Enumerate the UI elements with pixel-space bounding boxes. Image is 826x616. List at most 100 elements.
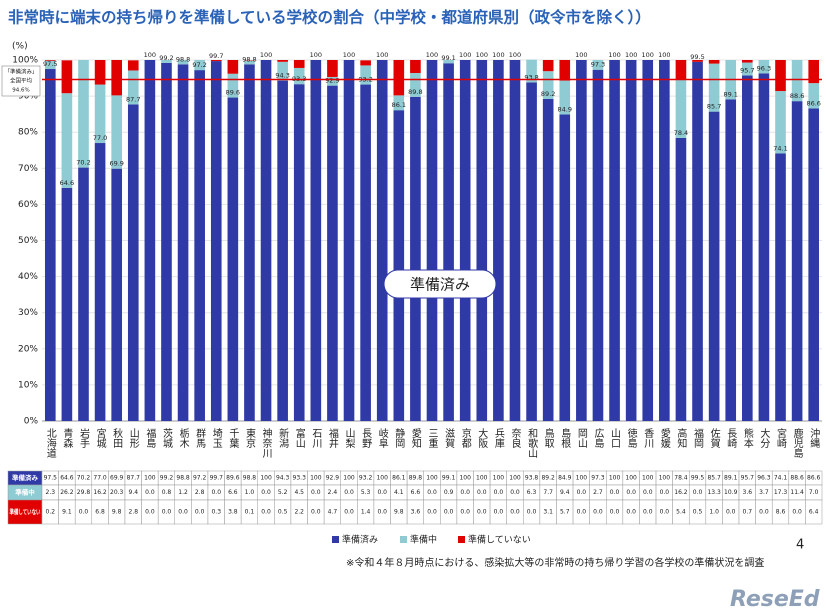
table-value: 0.7 [743,509,753,516]
table-value: 9.4 [560,489,570,496]
data-label: 100 [376,51,388,59]
data-label: 100 [642,51,654,59]
table-value: 0.8 [162,489,172,496]
x-tick-label: 宮崎 [775,427,787,448]
data-label: 70.2 [76,159,90,167]
x-tick-label: 岐阜 [376,427,388,449]
table-value: 0.0 [626,509,636,516]
bar-segment [277,80,288,422]
data-label: 85.7 [707,103,721,111]
table-value: 0.0 [477,509,487,516]
table-value: 0.0 [195,509,205,516]
x-tick-label: 大分 [758,427,770,449]
bar-segment [410,96,421,422]
data-label: 99.5 [690,53,704,61]
table-value: 0.2 [46,509,56,516]
bar-segment [78,167,89,421]
page-number: 4 [796,538,804,553]
x-tick-label: 佐賀 [708,428,720,449]
y-tick-label: 10% [18,380,38,390]
bar-segment [775,60,786,92]
bar-segment [426,60,438,421]
table-value: 88.6 [790,475,804,482]
bar-segment [127,104,139,421]
x-tick-label: 山梨 [343,428,355,449]
table-value: 0.0 [510,489,520,496]
bar-segment [111,60,122,96]
table-value: 99.2 [160,475,174,482]
table-value: 0.5 [278,509,288,516]
annotation: 準備済み [410,276,470,294]
table-value: 0.0 [726,509,736,516]
data-label: 94.3 [275,72,289,80]
x-tick-label: 北海道 [44,428,56,458]
legend-swatch [332,536,339,543]
reference-text: 全国平均 [10,77,33,85]
table-value: 5.2 [278,489,288,496]
data-label: 97.3 [591,61,605,69]
table-value: 0.0 [626,489,636,496]
y-tick-label: 30% [18,308,38,318]
table-value: 3.6 [411,509,421,516]
x-tick-label: 香川 [642,428,654,448]
data-label: 99.1 [441,54,455,62]
x-tick-label: 島根 [559,427,571,449]
bar-segment [791,101,803,422]
bar-segment [293,84,305,421]
bar-segment [393,95,405,111]
bar-segment [526,82,537,421]
table-value: 0.0 [460,489,470,496]
bar-segment [708,111,720,422]
table-value: 8.6 [776,509,786,516]
bar-segment [725,99,737,421]
table-value: 77.0 [93,475,107,482]
x-tick-label: 静岡 [393,427,405,449]
bar-segment [360,65,371,85]
bar-segment [775,91,786,154]
x-tick-label: 茨城 [160,427,172,449]
bar-segment [244,64,255,421]
x-tick-label: 愛知 [409,427,421,448]
table-value: 87.7 [127,475,141,482]
reference-text: 「準備済み」 [4,68,37,76]
table-value: 13.3 [707,489,721,496]
table-value: 0.0 [162,509,172,516]
data-label: 98.8 [176,55,190,63]
table-value: 7.7 [543,489,553,496]
bar-segment [144,60,156,421]
bar-segment [360,60,371,66]
bar-segment [808,108,820,422]
table-value: 89.1 [724,475,738,482]
bar-segment [443,60,454,64]
x-tick-label: 岡山 [575,428,587,448]
table-value: 100 [476,475,488,482]
table-value: 100 [625,475,637,482]
table-value: 86.1 [392,475,406,482]
y-tick-label: 60% [18,200,38,210]
y-tick-label: 50% [18,236,38,246]
data-label: 95.7 [740,67,754,75]
bar-segment [675,137,687,421]
data-label: 100 [492,51,504,59]
x-tick-label: 長崎 [725,428,737,448]
bar-segment [410,72,421,97]
legend-label: 準備済み [342,534,378,546]
table-value: 0.0 [427,489,437,496]
bar-segment [542,71,554,99]
table-value: 100 [459,475,471,482]
table-value: 0.0 [344,509,354,516]
bar-segment [177,64,189,421]
table-header: 準備していない [10,507,41,516]
x-tick-label: 三重 [426,428,438,448]
table-value: 1.0 [709,509,719,516]
table-value: 5.7 [560,509,570,516]
table-value: 4.1 [394,489,404,496]
data-label: 100 [476,51,488,59]
table-value: 2.4 [328,489,338,496]
table-value: 0.0 [444,509,454,516]
bar-segment [758,60,770,74]
x-tick-label: 栃木 [177,427,189,449]
bar-segment [94,143,106,421]
x-tick-label: 福岡 [692,427,704,449]
bar-segment [393,110,405,421]
